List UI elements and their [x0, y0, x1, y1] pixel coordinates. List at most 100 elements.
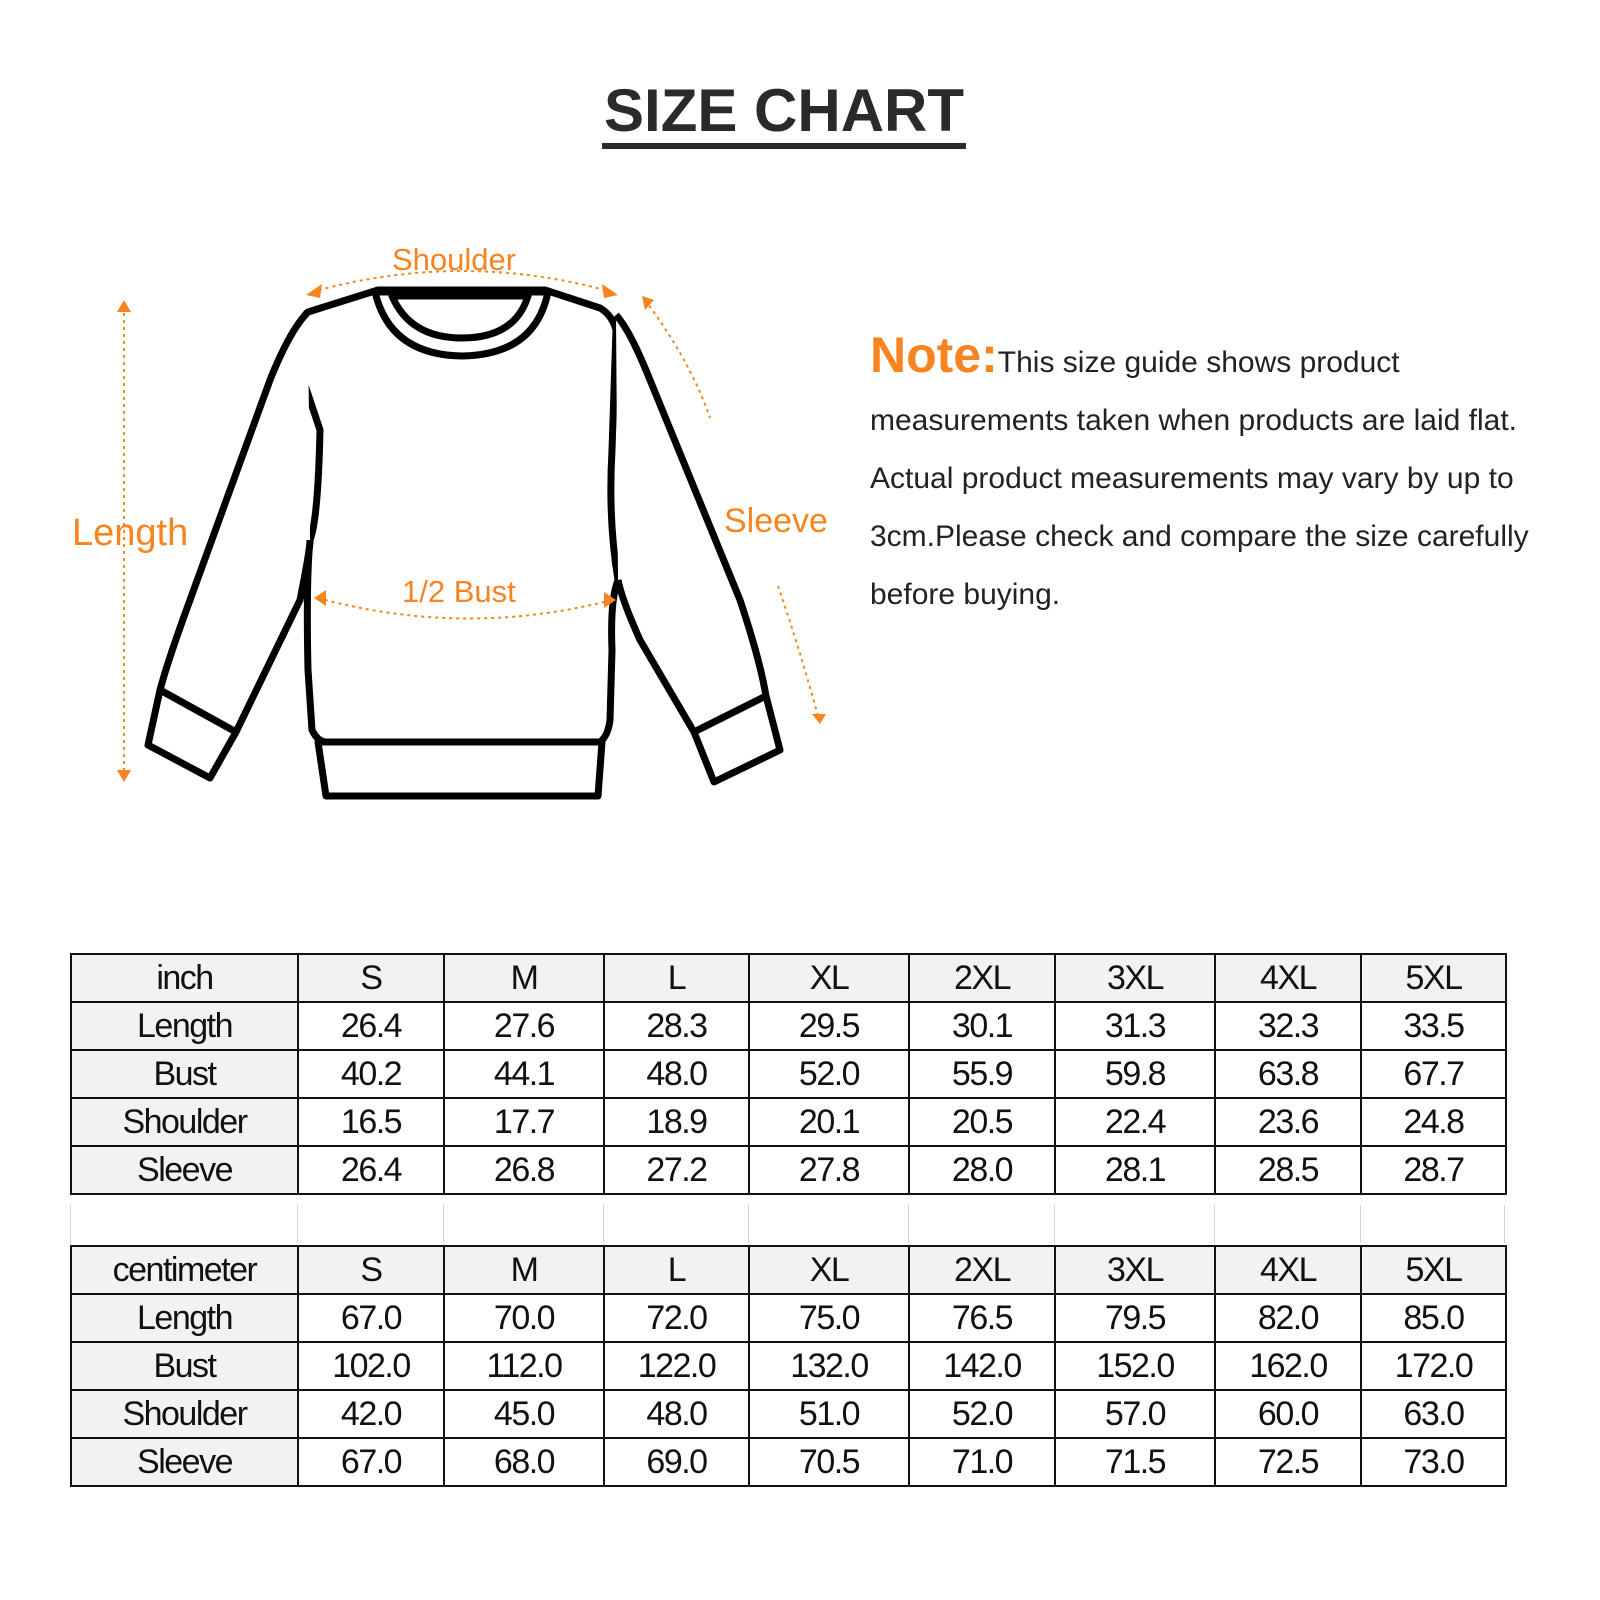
measurement-value: 73.0: [1360, 1437, 1507, 1487]
header-row: centimeter S M L XL 2XL 3XL 4XL 5XL: [70, 1245, 1507, 1295]
measurement-label: Bust: [70, 1341, 299, 1391]
measurement-value: 76.5: [908, 1293, 1056, 1343]
table-row: Sleeve 67.0 68.0 69.0 70.5 71.0 71.5 72.5 73.0: [70, 1437, 1507, 1487]
measurement-label: Sleeve: [70, 1145, 299, 1195]
measurement-label: Shoulder: [70, 1097, 299, 1147]
size-header: S: [297, 953, 445, 1003]
size-note: Note:This size guide shows product measu…: [870, 326, 1570, 624]
size-header: 4XL: [1214, 953, 1362, 1003]
size-header: S: [297, 1245, 445, 1295]
measurement-value: 112.0: [443, 1341, 605, 1391]
measurement-value: 67.0: [297, 1437, 445, 1487]
right-sleeve: [613, 312, 770, 736]
measurement-value: 28.3: [603, 1001, 750, 1051]
measurement-value: 122.0: [603, 1341, 750, 1391]
spacer-divider: [1360, 1205, 1361, 1243]
measurement-value: 63.8: [1214, 1049, 1362, 1099]
measurement-value: 79.5: [1054, 1293, 1216, 1343]
measurement-value: 24.8: [1360, 1097, 1507, 1147]
measurement-value: 48.0: [603, 1049, 750, 1099]
sleeve-label: Sleeve: [724, 502, 828, 540]
centimeter-size-table: centimeter S M L XL 2XL 3XL 4XL 5XL Length 67.0 70.…: [70, 1245, 1507, 1487]
spacer-divider: [70, 1205, 71, 1243]
measurement-label: Bust: [70, 1049, 299, 1099]
measurement-value: 26.4: [297, 1001, 445, 1051]
measurement-value: 27.8: [748, 1145, 910, 1195]
size-header: M: [443, 953, 605, 1003]
measurement-value: 16.5: [297, 1097, 445, 1147]
spacer-divider: [1054, 1205, 1055, 1243]
measurement-label: Length: [70, 1001, 299, 1051]
measurement-value: 70.0: [443, 1293, 605, 1343]
size-header: 4XL: [1214, 1245, 1362, 1295]
note-text: This size guide shows product measuremen…: [870, 346, 1529, 611]
measurement-value: 20.1: [748, 1097, 910, 1147]
size-header: 3XL: [1054, 953, 1216, 1003]
measurement-value: 45.0: [443, 1389, 605, 1439]
spacer-divider: [603, 1205, 604, 1243]
measurement-value: 48.0: [603, 1389, 750, 1439]
page-title: SIZE CHART: [0, 76, 1568, 149]
spacer-divider: [297, 1205, 298, 1243]
measurement-value: 32.3: [1214, 1001, 1362, 1051]
measurement-value: 57.0: [1054, 1389, 1216, 1439]
measurement-value: 26.8: [443, 1145, 605, 1195]
measurement-value: 152.0: [1054, 1341, 1216, 1391]
shoulder-label: Shoulder: [392, 242, 517, 277]
size-header: 3XL: [1054, 1245, 1216, 1295]
measurement-value: 29.5: [748, 1001, 910, 1051]
measurement-value: 27.6: [443, 1001, 605, 1051]
table-row: Sleeve 26.4 26.8 27.2 27.8 28.0 28.1 28.5 28.7: [70, 1145, 1507, 1195]
measurement-value: 28.0: [908, 1145, 1056, 1195]
size-header: 2XL: [908, 953, 1056, 1003]
measurement-value: 18.9: [603, 1097, 750, 1147]
measurement-value: 67.7: [1360, 1049, 1507, 1099]
measurement-value: 23.6: [1214, 1097, 1362, 1147]
measurement-value: 85.0: [1360, 1293, 1507, 1343]
sweater-illustration: [117, 270, 826, 800]
measurement-value: 52.0: [748, 1049, 910, 1099]
table-row: Length 67.0 70.0 72.0 75.0 76.5 79.5 82.0 85.0: [70, 1293, 1507, 1343]
table-row: Shoulder 42.0 45.0 48.0 51.0 52.0 57.0 60.0 63.0: [70, 1389, 1507, 1439]
measurement-value: 27.2: [603, 1145, 750, 1195]
size-header: L: [603, 953, 750, 1003]
measurement-value: 71.0: [908, 1437, 1056, 1487]
collar-inner: [388, 292, 532, 342]
spacer-divider: [1504, 1205, 1505, 1243]
table-row: Bust 40.2 44.1 48.0 52.0 55.9 59.8 63.8 67.7: [70, 1049, 1507, 1099]
measurement-value: 172.0: [1360, 1341, 1507, 1391]
measurement-value: 20.5: [908, 1097, 1056, 1147]
measurement-value: 69.0: [603, 1437, 750, 1487]
length-label: Length: [72, 512, 189, 554]
size-header: 2XL: [908, 1245, 1056, 1295]
measurement-value: 52.0: [908, 1389, 1056, 1439]
spacer-divider: [908, 1205, 909, 1243]
measurement-value: 102.0: [297, 1341, 445, 1391]
size-header: 5XL: [1360, 953, 1507, 1003]
measurement-value: 72.0: [603, 1293, 750, 1343]
measurement-value: 30.1: [908, 1001, 1056, 1051]
measurement-value: 28.7: [1360, 1145, 1507, 1195]
bust-label: 1/2 Bust: [402, 574, 516, 609]
spacer-divider: [1214, 1205, 1215, 1243]
measurement-value: 33.5: [1360, 1001, 1507, 1051]
measurement-value: 55.9: [908, 1049, 1056, 1099]
measurement-value: 82.0: [1214, 1293, 1362, 1343]
measurement-value: 67.0: [297, 1293, 445, 1343]
measurement-value: 59.8: [1054, 1049, 1216, 1099]
measurement-value: 142.0: [908, 1341, 1056, 1391]
measurement-value: 17.7: [443, 1097, 605, 1147]
size-header: XL: [748, 1245, 910, 1295]
measurement-label: Length: [70, 1293, 299, 1343]
table-row: Length 26.4 27.6 28.3 29.5 30.1 31.3 32.3 33.5: [70, 1001, 1507, 1051]
inch-size-table: inch S M L XL 2XL 3XL 4XL 5XL Length 26.4 27.6 28.3 2…: [70, 953, 1507, 1195]
measurement-value: 42.0: [297, 1389, 445, 1439]
measurement-value: 26.4: [297, 1145, 445, 1195]
spacer-divider: [748, 1205, 749, 1243]
measurement-value: 28.5: [1214, 1145, 1362, 1195]
table-spacer: [70, 1205, 1505, 1243]
spacer-divider: [443, 1205, 444, 1243]
measurement-value: 60.0: [1214, 1389, 1362, 1439]
left-cuff: [144, 686, 240, 782]
measurement-value: 44.1: [443, 1049, 605, 1099]
